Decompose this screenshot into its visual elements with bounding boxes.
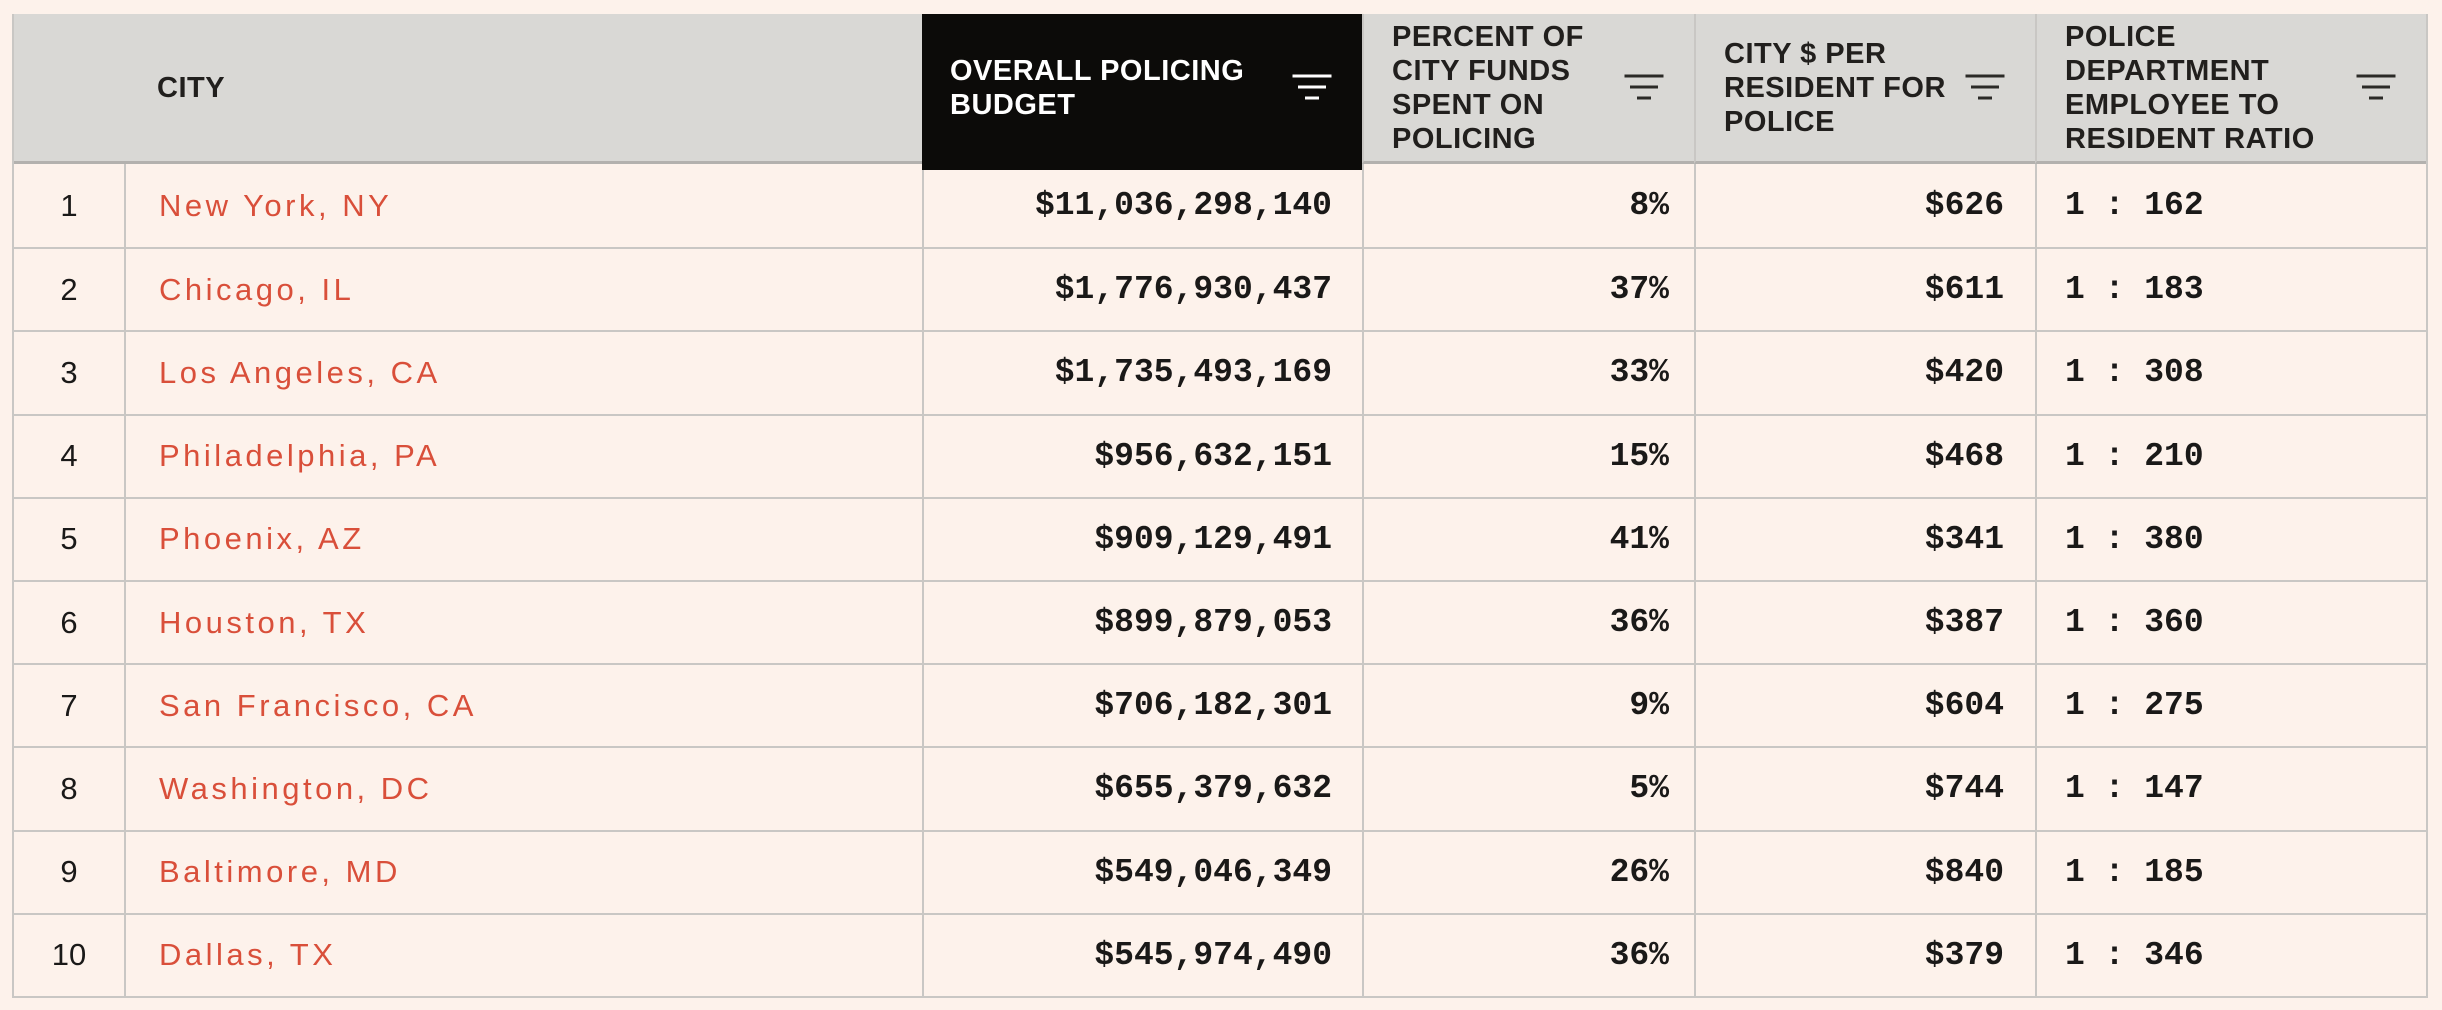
per-resident-value: $626 [1694, 164, 2035, 248]
percent-value: 33% [1362, 330, 1694, 414]
rank-cell: 5 [14, 496, 124, 580]
city-link[interactable]: Philadelphia, PA [124, 413, 922, 497]
rank-cell: 4 [14, 413, 124, 497]
ratio-value: 1 : 346 [2035, 912, 2426, 996]
city-link[interactable]: Chicago, IL [124, 247, 922, 331]
per-resident-value: $341 [1694, 496, 2035, 580]
budget-value: $545,974,490 [922, 912, 1362, 996]
header-percent-city-funds[interactable]: PERCENT OF CITY FUNDS SPENT ON POLICING [1362, 14, 1694, 164]
city-link[interactable]: San Francisco, CA [124, 663, 922, 747]
per-resident-value: $468 [1694, 413, 2035, 497]
budget-value: $1,735,493,169 [922, 330, 1362, 414]
city-link[interactable]: Dallas, TX [124, 912, 922, 996]
rank-cell: 10 [14, 912, 124, 996]
percent-value: 9% [1362, 663, 1694, 747]
percent-value: 36% [1362, 579, 1694, 664]
rank-cell: 7 [14, 663, 124, 747]
budget-value: $655,379,632 [922, 746, 1362, 830]
per-resident-value: $744 [1694, 746, 2035, 830]
per-resident-value: $379 [1694, 912, 2035, 996]
rank-cell: 3 [14, 330, 124, 414]
header-city-label: CITY [157, 71, 226, 104]
header-ratio-label: POLICE DEPARTMENT EMPLOYEE TO RESIDENT R… [2065, 20, 2315, 155]
budget-value: $1,776,930,437 [922, 247, 1362, 331]
ratio-value: 1 : 308 [2035, 330, 2426, 414]
ratio-value: 1 : 185 [2035, 829, 2426, 913]
header-per-resident-label: CITY $ PER RESIDENT FOR POLICE [1724, 37, 1946, 138]
budget-value: $706,182,301 [922, 663, 1362, 747]
percent-value: 8% [1362, 164, 1694, 248]
per-resident-value: $420 [1694, 330, 2035, 414]
header-city: CITY [124, 14, 922, 164]
rank-cell: 9 [14, 829, 124, 913]
rank-cell: 1 [14, 164, 124, 248]
sort-icon-ratio[interactable] [2356, 74, 2396, 101]
ratio-value: 1 : 183 [2035, 247, 2426, 331]
rank-cell: 2 [14, 247, 124, 331]
policing-budget-table: CITY OVERALL POLICING BUDGET PERCENT OF … [12, 14, 2428, 998]
header-city-dollar-per-resident[interactable]: CITY $ PER RESIDENT FOR POLICE [1694, 14, 2035, 164]
city-link[interactable]: Phoenix, AZ [124, 496, 922, 580]
rank-cell: 8 [14, 746, 124, 830]
sort-icon-budget[interactable] [1292, 74, 1332, 101]
budget-value: $899,879,053 [922, 579, 1362, 664]
per-resident-value: $840 [1694, 829, 2035, 913]
ratio-value: 1 : 147 [2035, 746, 2426, 830]
city-link[interactable]: Baltimore, MD [124, 829, 922, 913]
percent-value: 26% [1362, 829, 1694, 913]
percent-value: 5% [1362, 746, 1694, 830]
city-link[interactable]: Los Angeles, CA [124, 330, 922, 414]
city-link[interactable]: Houston, TX [124, 579, 922, 664]
percent-value: 15% [1362, 413, 1694, 497]
ratio-value: 1 : 210 [2035, 413, 2426, 497]
ratio-value: 1 : 275 [2035, 663, 2426, 747]
rank-cell: 6 [14, 579, 124, 664]
per-resident-value: $611 [1694, 247, 2035, 331]
ratio-value: 1 : 380 [2035, 496, 2426, 580]
ratio-value: 1 : 360 [2035, 579, 2426, 664]
sort-icon-per-resident[interactable] [1965, 74, 2005, 101]
percent-value: 41% [1362, 496, 1694, 580]
per-resident-value: $387 [1694, 579, 2035, 664]
city-link[interactable]: New York, NY [124, 164, 922, 248]
header-budget-label: OVERALL POLICING BUDGET [950, 54, 1245, 121]
header-overall-policing-budget[interactable]: OVERALL POLICING BUDGET [922, 14, 1362, 170]
city-link[interactable]: Washington, DC [124, 746, 922, 830]
budget-value: $909,129,491 [922, 496, 1362, 580]
header-employee-resident-ratio[interactable]: POLICE DEPARTMENT EMPLOYEE TO RESIDENT R… [2035, 14, 2426, 164]
sort-icon-percent[interactable] [1624, 74, 1664, 101]
percent-value: 36% [1362, 912, 1694, 996]
header-percent-label: PERCENT OF CITY FUNDS SPENT ON POLICING [1392, 20, 1584, 155]
budget-value: $549,046,349 [922, 829, 1362, 913]
percent-value: 37% [1362, 247, 1694, 331]
ratio-value: 1 : 162 [2035, 164, 2426, 248]
header-rank [14, 14, 124, 164]
per-resident-value: $604 [1694, 663, 2035, 747]
budget-value: $956,632,151 [922, 413, 1362, 497]
budget-value: $11,036,298,140 [922, 164, 1362, 248]
